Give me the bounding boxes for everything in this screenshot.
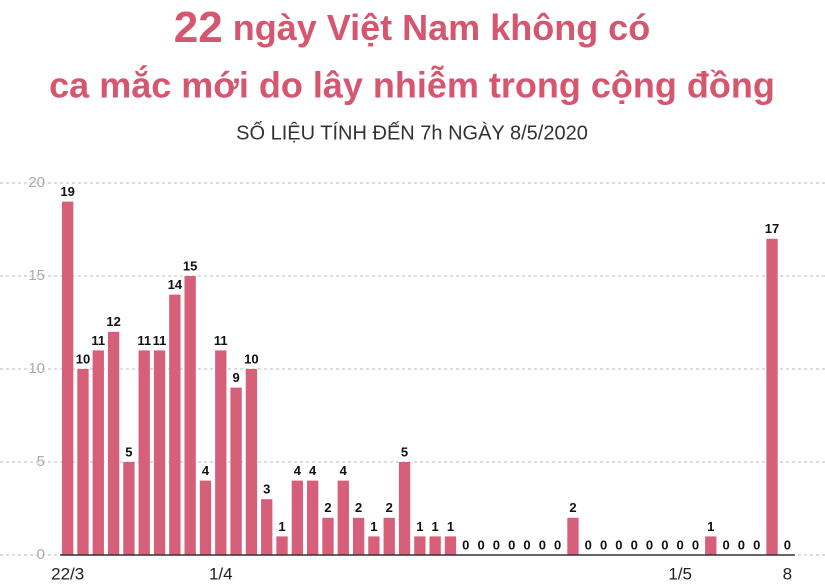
value-label: 1 [416, 519, 423, 534]
value-label: 5 [401, 444, 408, 459]
bar [61, 201, 74, 555]
chart-subtitle: SỐ LIỆU TÍNH ĐẾN 7h NGÀY 8/5/2020 [236, 120, 588, 144]
value-label: 0 [493, 537, 500, 552]
value-label: 0 [631, 537, 638, 552]
chart-title-line-1: 22 ngày Việt Nam không có [174, 3, 650, 52]
value-label: 11 [91, 333, 105, 348]
title-text: ngày Việt Nam không có [233, 7, 650, 48]
value-label: 0 [462, 537, 469, 552]
x-tick-label: 22/3 [51, 564, 84, 583]
value-label: 5 [125, 444, 132, 459]
value-label: 17 [765, 221, 779, 236]
value-label: 0 [477, 537, 484, 552]
value-label: 0 [784, 537, 791, 552]
value-label: 0 [646, 537, 653, 552]
value-label: 10 [76, 351, 90, 366]
x-tick-label: 1/5 [668, 564, 692, 583]
value-label: 0 [722, 537, 729, 552]
bar [230, 387, 242, 555]
y-tick-label: 0 [37, 546, 45, 563]
bar [123, 462, 135, 555]
value-label: 9 [232, 370, 239, 385]
value-label: 0 [554, 537, 561, 552]
value-label: 0 [692, 537, 699, 552]
value-label: 4 [340, 463, 348, 478]
bar [184, 276, 196, 555]
bar [398, 462, 411, 555]
value-label: 14 [168, 277, 183, 292]
value-label: 0 [539, 537, 546, 552]
y-tick-label: 10 [28, 360, 45, 377]
bar [322, 517, 334, 555]
bar [261, 499, 273, 555]
value-label: 0 [738, 537, 745, 552]
x-tick-label: 8 [783, 564, 792, 583]
value-label: 0 [753, 537, 760, 552]
bar [306, 480, 319, 555]
bar [276, 536, 288, 555]
bar [429, 536, 441, 555]
value-label: 1 [370, 519, 377, 534]
bar [567, 517, 579, 555]
bar [77, 369, 89, 555]
bar [92, 350, 104, 555]
value-label: 0 [615, 537, 622, 552]
value-label: 1 [447, 519, 454, 534]
bar [169, 294, 181, 555]
value-label: 2 [386, 500, 393, 515]
value-label: 4 [294, 463, 302, 478]
bar [215, 350, 227, 555]
bar [245, 369, 258, 555]
bar [705, 536, 717, 555]
bar [766, 238, 778, 556]
value-label: 12 [106, 314, 120, 329]
chart-title-line-2: ca mắc mới do lây nhiễm trong cộng đồng [49, 64, 775, 106]
value-label: 0 [523, 537, 530, 552]
bar [414, 536, 426, 555]
value-label: 11 [153, 333, 167, 348]
bar [107, 331, 120, 555]
value-label: 3 [263, 482, 270, 497]
value-label: 2 [355, 500, 362, 515]
value-label: 10 [244, 351, 258, 366]
title-number: 22 [174, 3, 223, 52]
value-label: 0 [585, 537, 592, 552]
value-label: 11 [137, 333, 151, 348]
value-label: 4 [309, 463, 317, 478]
bar [199, 480, 212, 555]
value-label: 0 [600, 537, 607, 552]
value-label: 2 [324, 500, 331, 515]
value-label: 1 [278, 519, 285, 534]
value-label: 15 [183, 258, 197, 273]
value-label: 0 [677, 537, 684, 552]
value-label: 1 [707, 519, 714, 534]
value-label: 19 [60, 184, 74, 199]
bar [383, 517, 395, 555]
bar [444, 536, 457, 555]
bar [138, 350, 150, 555]
y-tick-label: 15 [28, 267, 45, 284]
y-tick-label: 5 [37, 453, 45, 470]
bar [352, 517, 365, 555]
value-label: 11 [214, 333, 228, 348]
bar [291, 480, 304, 555]
bar [153, 350, 166, 555]
value-label: 4 [202, 463, 210, 478]
bar [337, 480, 349, 555]
x-tick-label: 1/4 [209, 564, 233, 583]
value-label: 0 [661, 537, 668, 552]
value-label: 1 [432, 519, 439, 534]
value-label: 0 [508, 537, 515, 552]
value-label: 2 [569, 500, 576, 515]
y-tick-label: 20 [28, 174, 45, 191]
bar [368, 536, 380, 555]
